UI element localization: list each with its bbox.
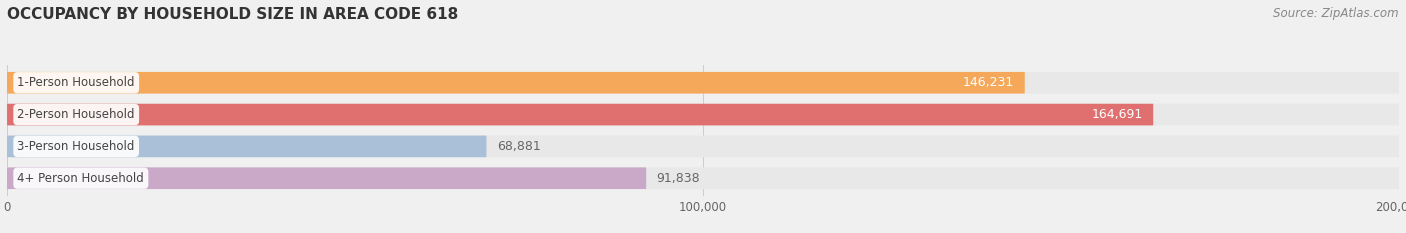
FancyBboxPatch shape: [7, 167, 1399, 189]
FancyBboxPatch shape: [7, 136, 1399, 157]
Text: 68,881: 68,881: [496, 140, 541, 153]
Text: Source: ZipAtlas.com: Source: ZipAtlas.com: [1274, 7, 1399, 20]
Text: OCCUPANCY BY HOUSEHOLD SIZE IN AREA CODE 618: OCCUPANCY BY HOUSEHOLD SIZE IN AREA CODE…: [7, 7, 458, 22]
Text: 2-Person Household: 2-Person Household: [17, 108, 135, 121]
FancyBboxPatch shape: [7, 72, 1399, 94]
Text: 4+ Person Household: 4+ Person Household: [17, 172, 145, 185]
FancyBboxPatch shape: [7, 104, 1153, 125]
FancyBboxPatch shape: [7, 104, 1399, 125]
FancyBboxPatch shape: [7, 136, 486, 157]
FancyBboxPatch shape: [7, 72, 1025, 94]
Text: 1-Person Household: 1-Person Household: [17, 76, 135, 89]
FancyBboxPatch shape: [7, 167, 647, 189]
Text: 3-Person Household: 3-Person Household: [17, 140, 135, 153]
Text: 91,838: 91,838: [657, 172, 700, 185]
Text: 146,231: 146,231: [963, 76, 1014, 89]
Text: 164,691: 164,691: [1091, 108, 1143, 121]
